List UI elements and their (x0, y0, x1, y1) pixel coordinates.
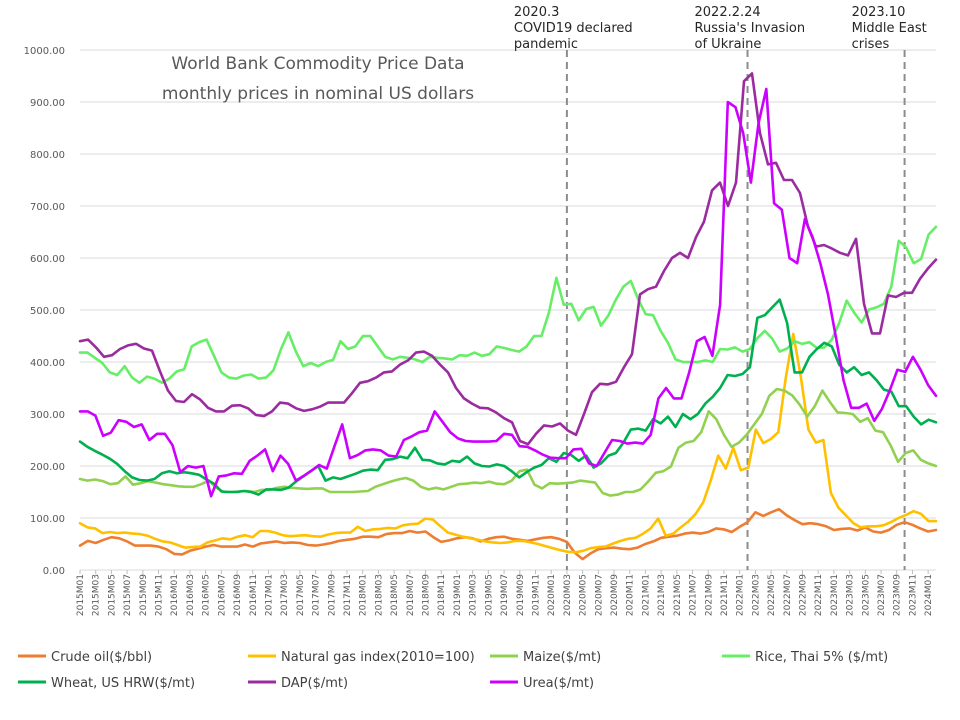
x-tick-label: 2023M03 (846, 574, 856, 616)
x-tick-label: 2019M11 (531, 574, 541, 616)
series-line-natural-gas-index-2010-100 (78, 332, 938, 554)
x-tick-label: 2019M05 (484, 574, 494, 616)
series-line-dap-mt (78, 72, 938, 446)
x-tick-label: 2021M07 (689, 574, 699, 616)
series-lines (78, 72, 938, 561)
event-label: of Ukraine (695, 37, 762, 52)
x-tick-label: 2015M07 (123, 574, 133, 616)
x-tick-label: 2017M05 (296, 574, 306, 616)
y-tick-label: 700.00 (30, 202, 65, 213)
x-tick-label: 2015M09 (139, 574, 149, 616)
x-tick-label: 2019M01 (453, 574, 463, 616)
x-tick-label: 2020M07 (594, 574, 604, 616)
x-tick-label: 2016M07 (217, 574, 227, 616)
chart-title: World Bank Commodity Price Data monthly … (162, 54, 474, 104)
x-tick-label: 2024M01 (924, 574, 934, 616)
event-label: crises (852, 37, 890, 52)
series-line-rice-thai-5-mt (78, 225, 938, 385)
y-tick-label: 1000.00 (24, 46, 65, 57)
x-tick-label: 2017M11 (343, 574, 353, 616)
x-tick-label: 2019M07 (500, 574, 510, 616)
x-tick-label: 2015M11 (155, 574, 165, 616)
x-tick-label: 2015M05 (107, 574, 117, 616)
event-label: Middle East (852, 21, 927, 36)
x-tick-label: 2021M09 (704, 574, 714, 616)
x-tick-label: 2018M11 (437, 574, 447, 616)
x-tick-label: 2021M11 (720, 574, 730, 616)
y-axis-ticks: 0.00 100.00 200.00 300.00 400.00 500.00 600.00… (24, 46, 65, 577)
event-label: 2022.2.24 (695, 5, 761, 20)
y-tick-label: 300.00 (30, 410, 65, 421)
x-tick-label: 2016M03 (186, 574, 196, 616)
event-label: pandemic (514, 37, 578, 52)
x-axis-ticks: 2015M01 2015M03 2015M05 2015M07 2015M09 2015M… (76, 570, 934, 616)
legend-label: Maize($/mt) (523, 650, 601, 665)
x-tick-label: 2016M09 (233, 574, 243, 616)
y-tick-label: 100.00 (30, 514, 65, 525)
event-label: 2020.3 (514, 5, 560, 20)
gridlines (80, 49, 936, 571)
y-tick-label: 400.00 (30, 358, 65, 369)
x-tick-label: 2021M03 (657, 574, 667, 616)
x-tick-label: 2016M11 (249, 574, 259, 616)
legend-label: Wheat, US HRW($/mt) (51, 676, 195, 691)
series-line-urea-mt (78, 87, 938, 498)
event-label: COVID19 declared (514, 21, 633, 36)
x-tick-label: 2016M01 (170, 574, 180, 616)
x-tick-label: 2019M03 (469, 574, 479, 616)
y-tick-label: 600.00 (30, 254, 65, 265)
x-tick-label: 2020M01 (547, 574, 557, 616)
x-tick-label: 2020M09 (610, 574, 620, 616)
event-label: 2023.10 (852, 5, 906, 20)
x-tick-label: 2015M03 (92, 574, 102, 616)
x-tick-label: 2022M05 (767, 574, 777, 616)
x-tick-label: 2015M01 (76, 574, 86, 616)
y-tick-label: 0.00 (43, 566, 65, 577)
x-tick-label: 2022M07 (783, 574, 793, 616)
chart-title-line-1: World Bank Commodity Price Data (171, 54, 464, 74)
x-tick-label: 2017M09 (327, 574, 337, 616)
x-tick-label: 2018M05 (390, 574, 400, 616)
y-tick-label: 500.00 (30, 306, 65, 317)
x-tick-label: 2023M01 (830, 574, 840, 616)
x-tick-label: 2017M01 (264, 574, 274, 616)
series-line-crude-oil-bbl (78, 507, 938, 561)
x-tick-label: 2022M11 (814, 574, 824, 616)
x-tick-label: 2020M11 (626, 574, 636, 616)
legend-label: Crude oil($/bbl) (51, 650, 152, 665)
legend-label: Rice, Thai 5% ($/mt) (755, 650, 888, 665)
x-tick-label: 2022M09 (798, 574, 808, 616)
y-tick-label: 800.00 (30, 150, 65, 161)
x-tick-label: 2023M11 (908, 574, 918, 616)
y-tick-label: 900.00 (30, 98, 65, 109)
x-tick-label: 2017M03 (280, 574, 290, 616)
x-tick-label: 2023M05 (861, 574, 871, 616)
x-tick-label: 2018M01 (359, 574, 369, 616)
x-tick-label: 2016M05 (202, 574, 212, 616)
x-tick-label: 2019M09 (516, 574, 526, 616)
x-tick-label: 2021M05 (673, 574, 683, 616)
legend-label: Urea($/mt) (523, 676, 594, 691)
x-tick-label: 2021M01 (641, 574, 651, 616)
x-tick-label: 2022M01 (736, 574, 746, 616)
legend: Crude oil($/bbl) Natural gas index(2010=1… (18, 650, 888, 691)
x-tick-label: 2018M09 (422, 574, 432, 616)
x-tick-label: 2023M07 (877, 574, 887, 616)
legend-label: Natural gas index(2010=100) (281, 650, 475, 665)
chart-title-line-2: monthly prices in nominal US dollars (162, 84, 474, 104)
x-tick-label: 2017M07 (312, 574, 322, 616)
legend-label: DAP($/mt) (281, 676, 348, 691)
y-tick-label: 200.00 (30, 462, 65, 473)
x-tick-label: 2018M03 (374, 574, 384, 616)
x-tick-label: 2020M03 (563, 574, 573, 616)
x-tick-label: 2020M05 (579, 574, 589, 616)
x-tick-label: 2022M03 (751, 574, 761, 616)
x-tick-label: 2018M07 (406, 574, 416, 616)
series-line-wheat-us-hrw-mt (78, 298, 938, 496)
event-label: Russia's Invasion (695, 21, 806, 36)
x-tick-label: 2023M09 (893, 574, 903, 616)
